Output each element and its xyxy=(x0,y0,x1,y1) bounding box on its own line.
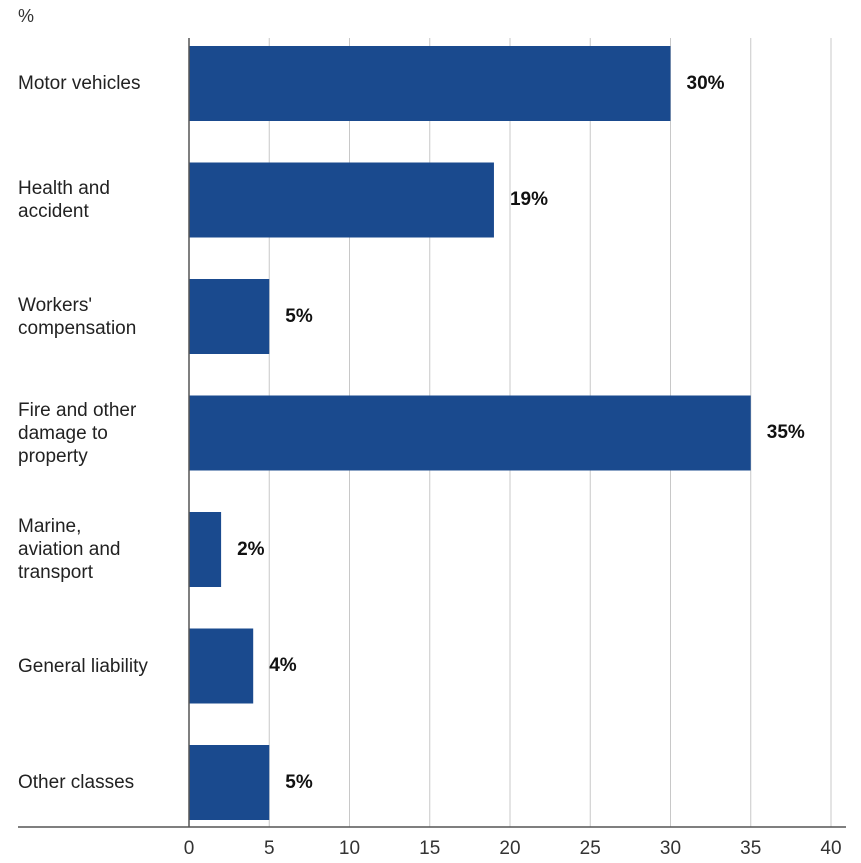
category-label-line: property xyxy=(18,445,88,467)
bar-6 xyxy=(189,745,270,820)
category-label: Fire and other damage to property xyxy=(18,399,186,468)
value-label: 2% xyxy=(237,538,265,560)
value-label: 35% xyxy=(766,422,805,443)
category-label-line: damage to xyxy=(18,422,108,444)
x-tick-label: 10 xyxy=(338,838,361,859)
value-label: 30% xyxy=(686,72,725,94)
x-tick-label: 15 xyxy=(419,838,441,859)
x-tick-label: 0 xyxy=(183,838,195,859)
category-label: Marine, aviation and transport xyxy=(18,515,186,584)
x-tick-label: 30 xyxy=(659,838,682,859)
x-tick-label: 20 xyxy=(499,838,521,859)
category-label: Other classes xyxy=(18,771,186,794)
category-label: General liability xyxy=(18,655,186,678)
category-label-line: compensation xyxy=(18,317,137,339)
bar-3 xyxy=(189,395,751,471)
bar-1 xyxy=(189,162,494,238)
bar-2 xyxy=(189,279,270,354)
x-tick-label: 40 xyxy=(820,838,842,859)
category-label: Workers' compensation xyxy=(18,294,186,340)
value-label: 19% xyxy=(509,189,548,210)
category-label: Health and accident xyxy=(18,177,186,223)
bar-5 xyxy=(189,628,254,704)
category-label-line: Marine, xyxy=(18,516,82,537)
value-label: 5% xyxy=(285,771,313,793)
x-tick-label: 5 xyxy=(263,838,275,859)
x-tick-label: 25 xyxy=(579,838,601,859)
category-label-line: Other classes xyxy=(18,772,135,793)
category-label-line: Health and xyxy=(18,178,110,199)
category-label-line: Workers' xyxy=(18,294,93,316)
category-label-line: Motor vehicles xyxy=(18,73,141,94)
bar-0 xyxy=(189,46,671,121)
category-label-line: accident xyxy=(18,201,89,222)
category-label: Motor vehicles xyxy=(18,72,186,95)
value-label: 5% xyxy=(285,305,313,327)
x-tick-label: 35 xyxy=(740,838,762,859)
category-label-line: aviation and xyxy=(18,539,121,560)
unit-label: % xyxy=(18,6,35,26)
category-label-line: Fire and other xyxy=(18,399,137,421)
bar-4 xyxy=(189,512,222,587)
category-label-line: General liability xyxy=(18,655,148,677)
value-label: 4% xyxy=(269,655,297,676)
category-label-line: transport xyxy=(18,562,93,583)
